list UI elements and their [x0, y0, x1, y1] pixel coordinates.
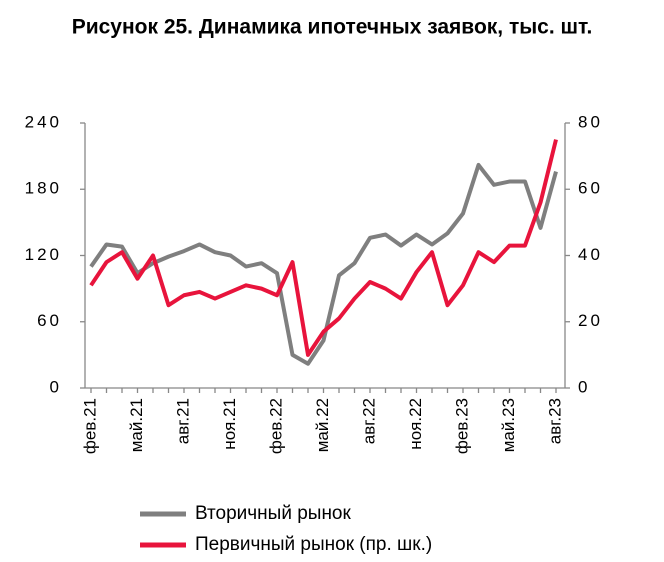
y2-tick-label: 20: [578, 311, 603, 330]
y2-tick-label: 40: [578, 245, 603, 264]
x-tick-label: май.22: [313, 398, 332, 452]
x-tick-label: авг.22: [359, 398, 378, 444]
legend-label: Вторичный рынок: [195, 503, 352, 524]
x-tick-label: авг.23: [545, 398, 564, 444]
x-tick-label: ноя.21: [220, 398, 239, 450]
x-tick-label: авг.21: [173, 398, 192, 444]
series-line: [89, 139, 558, 357]
y-tick-label: 120: [25, 245, 62, 264]
x-tick-label: май.23: [499, 398, 518, 452]
x-tick-label: фев.21: [80, 398, 99, 454]
y-tick-label: 180: [25, 179, 62, 198]
y2-tick-label: 60: [578, 179, 603, 198]
x-tick-label: май.21: [127, 398, 146, 452]
legend-label: Первичный рынок (пр. шк.): [195, 534, 432, 555]
x-tick-label: фев.22: [266, 398, 285, 454]
y2-tick-label: 80: [578, 112, 603, 131]
y-tick-label: 0: [50, 377, 62, 396]
x-tick-label: фев.23: [452, 398, 471, 454]
y2-tick-label: 0: [578, 377, 590, 396]
y-tick-label: 60: [37, 311, 62, 330]
x-tick-label: ноя.22: [406, 398, 425, 450]
chart-title: Рисунок 25. Динамика ипотечных заявок, т…: [72, 16, 593, 39]
y-tick-label: 240: [25, 112, 62, 131]
series-line: [89, 162, 558, 366]
